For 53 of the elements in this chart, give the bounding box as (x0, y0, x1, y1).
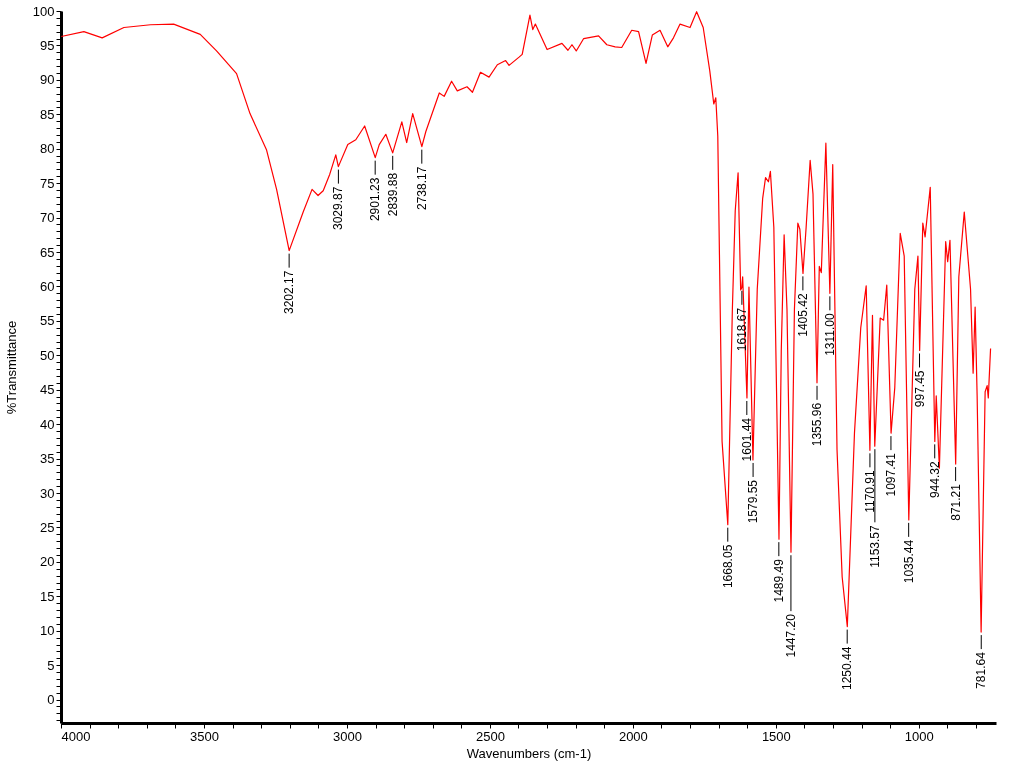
x-tick-label: 2500 (475, 728, 505, 744)
annotation: 997.45 (912, 370, 927, 408)
y-tick-label: 0 (47, 692, 55, 708)
annotation: 3202.17 (282, 270, 297, 315)
y-tick-label: 60 (40, 278, 55, 294)
y-tick-label: 55 (40, 313, 55, 329)
y-tick-label: 30 (40, 485, 55, 501)
y-tick-label: 85 (40, 106, 55, 122)
annotation: 1447.20 (783, 613, 798, 658)
y-tick-label: 90 (40, 72, 55, 88)
annotation: 871.21 (948, 483, 963, 521)
x-tick-label: 2000 (618, 728, 648, 744)
x-tick-label: 3500 (190, 728, 219, 744)
x-tick-label: 1500 (761, 728, 791, 744)
annotation: 1618.67 (734, 307, 749, 352)
x-tick-label: 1000 (904, 728, 934, 744)
x-tick-label: 4000 (61, 728, 91, 744)
y-tick-label: 65 (40, 244, 55, 260)
annotation: 1311.00 (822, 313, 837, 356)
annotation: 1579.55 (746, 479, 761, 524)
annotation: 2901.23 (368, 177, 383, 222)
x-axis-title: Wavenumbers (cm-1) (466, 745, 592, 761)
annotation: 1668.05 (720, 544, 735, 589)
y-tick-label: 35 (40, 451, 55, 467)
annotation: 1250.44 (840, 646, 855, 690)
y-axis-title: %Transmittance (3, 320, 19, 415)
annotation: 1035.44 (901, 539, 916, 584)
annotation: 944.32 (927, 461, 942, 499)
y-tick-label: 20 (40, 554, 55, 570)
annotation: 1170.91 (862, 470, 877, 513)
y-tick-label: 50 (40, 347, 55, 363)
annotation: 3029.87 (331, 186, 346, 231)
y-tick-label: 100 (32, 3, 55, 19)
y-tick-label: 15 (40, 588, 55, 604)
y-tick-label: 75 (40, 175, 55, 191)
y-tick-label: 45 (40, 382, 55, 398)
y-tick-label: 5 (47, 657, 55, 673)
x-tick-label: 3000 (332, 728, 362, 744)
y-tick-label: 10 (40, 623, 55, 639)
y-tick-label: 70 (40, 210, 55, 226)
y-tick-label: 40 (40, 416, 55, 432)
annotation: 1489.49 (771, 558, 786, 603)
annotation: 1405.42 (795, 293, 810, 337)
annotation: 1097.41 (883, 452, 898, 497)
y-tick-label: 80 (40, 141, 55, 157)
annotation: 2738.17 (414, 166, 429, 211)
annotation: 1355.96 (810, 402, 825, 447)
annotation: 2839.88 (385, 172, 400, 217)
annotation: 781.64 (974, 651, 989, 689)
annotation: 1153.57 (867, 525, 882, 568)
y-tick-label: 25 (40, 519, 55, 535)
y-tick-label: 95 (40, 37, 55, 53)
annotation: 1601.44 (739, 417, 754, 462)
